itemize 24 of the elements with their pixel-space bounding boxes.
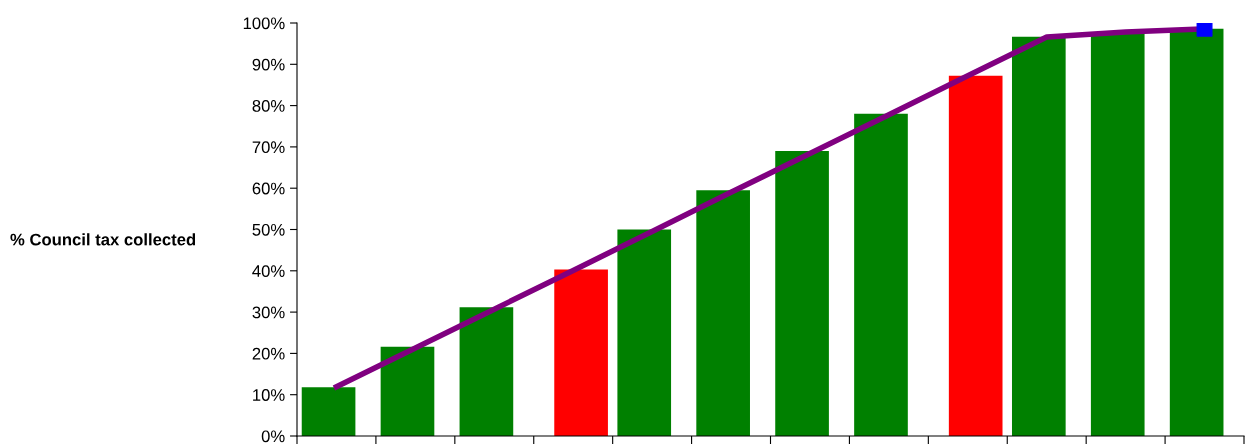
y-tick-label: 60% [252,182,285,195]
y-tick-label: 0% [261,430,285,443]
bar [380,346,435,436]
y-tick-label: 20% [252,347,285,360]
y-axis-title: % Council tax collected [10,233,196,246]
bar [301,387,356,436]
y-tick-label: 30% [252,306,285,319]
bar [1011,36,1066,436]
bar [775,151,829,436]
bar [948,75,1003,436]
y-tick-label: 40% [252,265,285,277]
y-tick-label: 50% [252,223,285,236]
bar [854,113,908,436]
bar [459,307,514,436]
bar [617,229,672,436]
y-tick-label: 70% [252,141,285,154]
y-tick-label: 90% [252,58,285,71]
bar [1090,32,1145,436]
bar [554,269,608,436]
y-tick-label: 100% [243,17,285,30]
bar [696,190,750,436]
y-tick-label: 10% [253,389,285,401]
bar [1169,28,1224,436]
y-tick-label: 80% [252,100,285,112]
